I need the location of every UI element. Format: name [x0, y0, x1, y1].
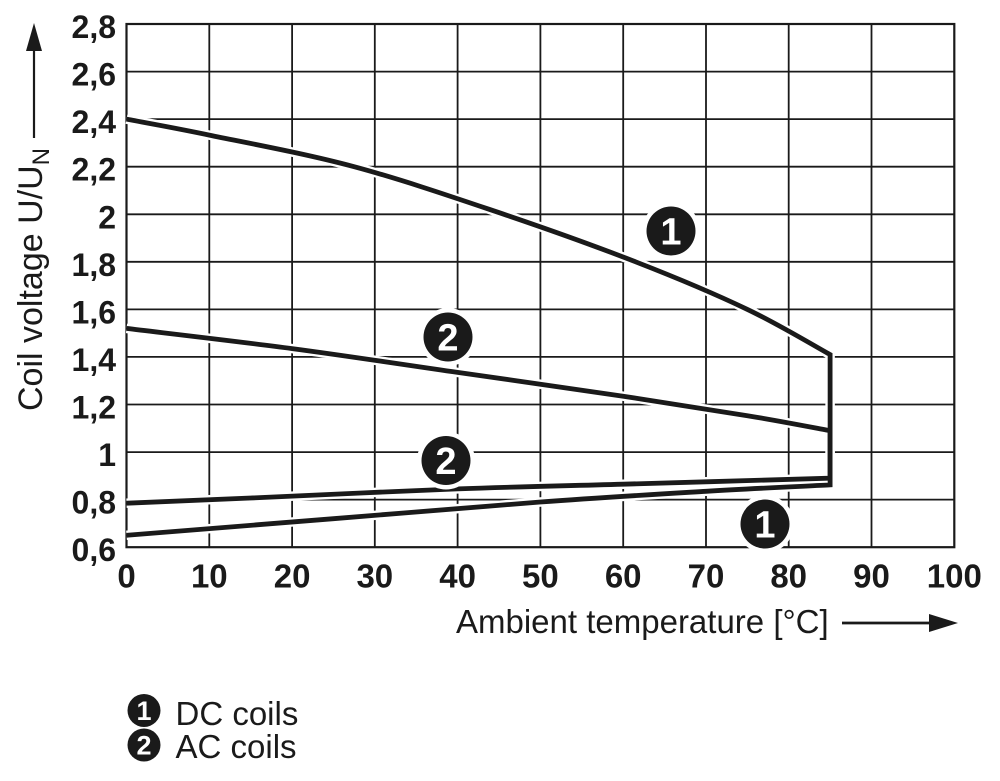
svg-text:Ambient temperature [°C]: Ambient temperature [°C]	[456, 603, 829, 640]
svg-text:2,8: 2,8	[72, 9, 116, 45]
svg-text:70: 70	[688, 558, 725, 595]
svg-text:AC coils: AC coils	[176, 728, 297, 765]
svg-text:2,2: 2,2	[72, 152, 116, 188]
svg-text:2,6: 2,6	[72, 57, 116, 93]
svg-text:DC coils: DC coils	[176, 695, 299, 732]
svg-text:1: 1	[136, 696, 151, 726]
svg-text:90: 90	[853, 558, 890, 595]
svg-text:1,2: 1,2	[72, 390, 116, 426]
svg-text:1: 1	[660, 212, 681, 254]
svg-text:2: 2	[98, 199, 116, 235]
svg-text:1,6: 1,6	[72, 294, 116, 330]
svg-text:1,4: 1,4	[72, 342, 117, 378]
svg-text:2: 2	[437, 318, 458, 360]
svg-text:Coil voltage U/UN: Coil voltage U/UN	[12, 148, 55, 411]
svg-text:0: 0	[117, 558, 135, 595]
svg-text:20: 20	[274, 558, 311, 595]
svg-text:60: 60	[605, 558, 642, 595]
svg-text:10: 10	[191, 558, 228, 595]
svg-text:2: 2	[136, 731, 151, 761]
svg-text:2,4: 2,4	[72, 104, 117, 140]
svg-text:1: 1	[754, 505, 775, 547]
svg-text:2: 2	[435, 441, 456, 483]
svg-text:1,8: 1,8	[72, 247, 116, 283]
svg-text:50: 50	[522, 558, 559, 595]
svg-text:0,6: 0,6	[72, 532, 116, 568]
svg-text:100: 100	[927, 558, 982, 595]
svg-text:80: 80	[770, 558, 807, 595]
svg-text:0,8: 0,8	[72, 485, 116, 521]
svg-text:40: 40	[439, 558, 476, 595]
svg-text:30: 30	[356, 558, 393, 595]
svg-text:1: 1	[98, 437, 116, 473]
